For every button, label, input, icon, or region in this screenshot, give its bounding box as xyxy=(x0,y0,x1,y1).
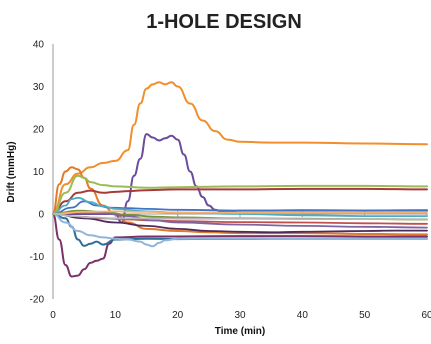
x-tick-label: 0 xyxy=(50,310,56,321)
series-line-10 xyxy=(52,196,428,218)
chart-title: 1-HOLE DESIGN xyxy=(146,11,302,33)
y-axis-ticks: -20 -10 0 10 20 30 40 xyxy=(30,40,45,306)
x-tick-label: 60 xyxy=(421,310,431,321)
series-line-6 xyxy=(52,187,428,215)
series-line-1 xyxy=(52,81,428,215)
x-tick-label: 50 xyxy=(359,310,371,321)
x-tick-label: 10 xyxy=(110,310,122,321)
series-line-15 xyxy=(52,210,428,215)
x-tick-label: 20 xyxy=(172,310,184,321)
y-tick-label: -10 xyxy=(30,252,45,263)
series-line-13 xyxy=(52,211,428,229)
x-tick-label: 40 xyxy=(297,310,309,321)
series-line-8 xyxy=(52,213,428,248)
x-tick-label: 30 xyxy=(234,310,246,321)
series-line-7 xyxy=(52,174,428,215)
y-tick-label: 30 xyxy=(33,82,45,93)
y-tick-label: 10 xyxy=(33,167,45,178)
y-tick-label: -20 xyxy=(30,295,45,306)
series-line-14 xyxy=(52,213,428,234)
y-axis-title: Drift (mmHg) xyxy=(6,141,17,202)
series-layer xyxy=(52,81,428,278)
series-line-16 xyxy=(52,213,428,221)
y-tick-label: 0 xyxy=(38,210,44,221)
x-axis-title: Time (min) xyxy=(215,326,265,337)
y-tick-label: 40 xyxy=(33,40,45,51)
series-line-9 xyxy=(52,200,428,215)
y-tick-label: 20 xyxy=(33,125,45,136)
series-line-4 xyxy=(52,213,428,278)
